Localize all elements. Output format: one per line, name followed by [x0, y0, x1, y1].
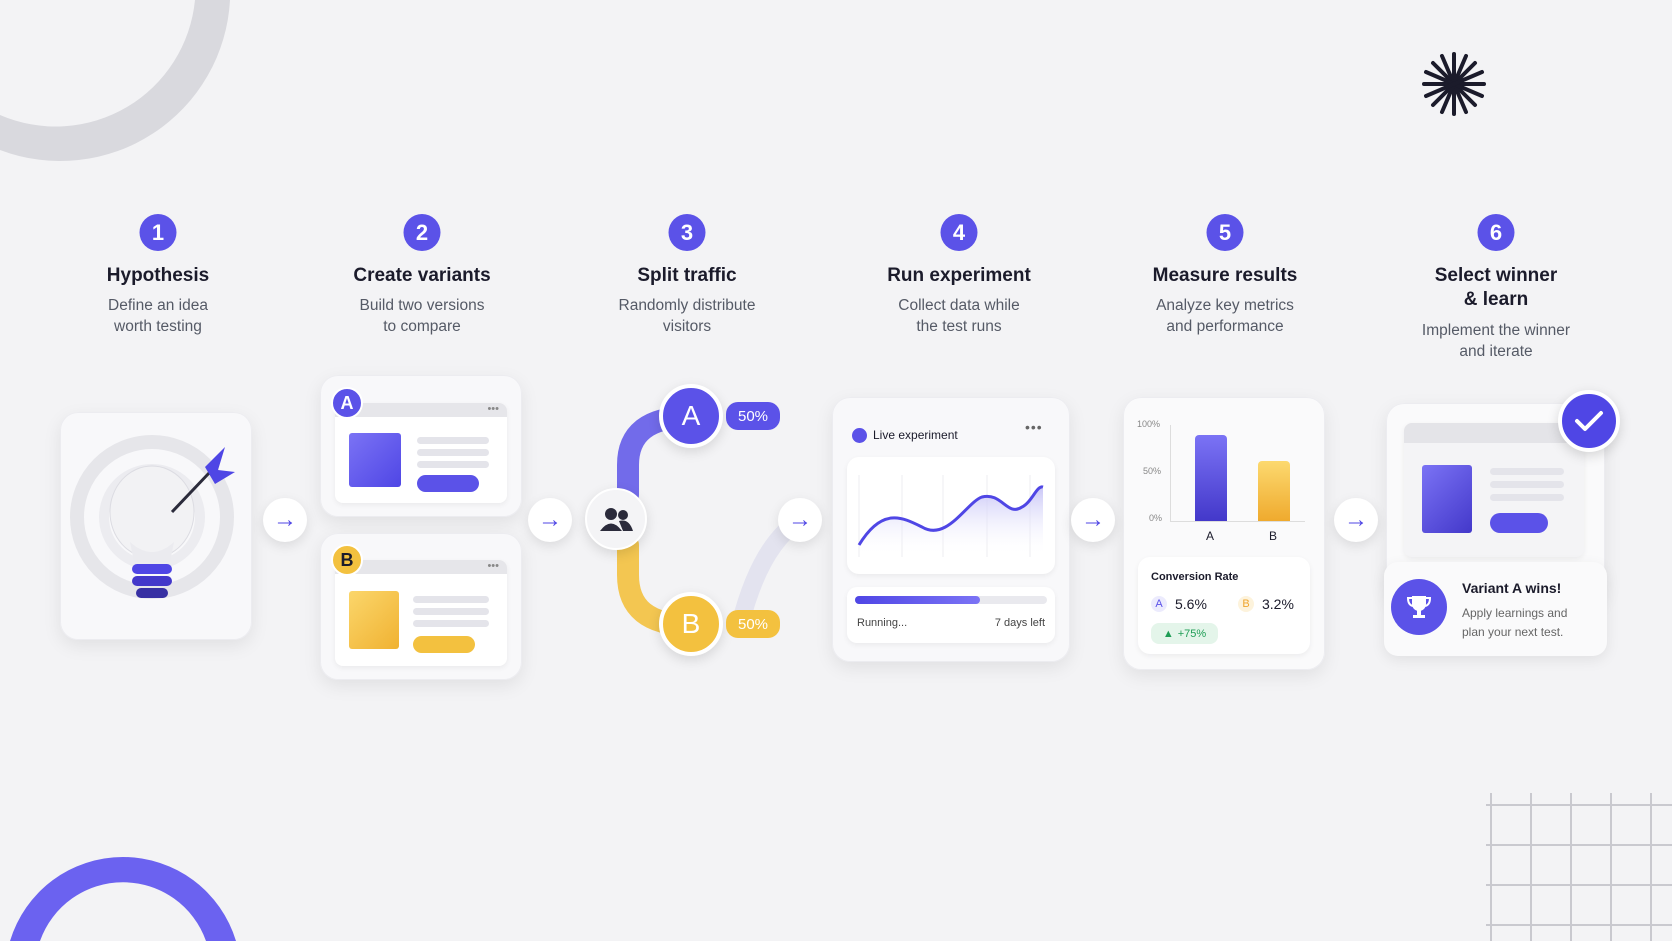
text-line — [413, 620, 489, 627]
step-title: Split traffic — [637, 265, 737, 286]
variant-a-mockup: ••• — [335, 403, 507, 503]
bar-b — [1258, 461, 1290, 521]
image-placeholder — [1422, 465, 1472, 533]
checkmark-icon — [1558, 390, 1620, 452]
step-desc: Randomly distribute visitors — [618, 297, 756, 335]
image-placeholder — [349, 591, 399, 649]
split-a-node: A — [659, 384, 723, 448]
split-a-percent: 50% — [726, 402, 780, 430]
more-icon: ••• — [335, 403, 507, 417]
text-line — [413, 596, 489, 603]
image-placeholder — [349, 433, 401, 487]
y-tick: 100% — [1137, 419, 1161, 429]
winner-panel: Variant A wins! Apply learnings and plan … — [1384, 562, 1607, 656]
step-title: Hypothesis — [106, 265, 210, 286]
button-placeholder — [413, 636, 475, 653]
variant-a-card: ••• A — [320, 375, 522, 517]
winner-title: Variant A wins! — [1462, 580, 1562, 596]
step-number: 1 — [139, 214, 177, 251]
x-axis — [1170, 521, 1305, 522]
trophy-icon — [1391, 579, 1447, 635]
status-text: Running... — [857, 617, 908, 629]
text-line — [413, 608, 489, 615]
variant-b-card: ••• B — [320, 533, 522, 680]
conversion-title: Conversion Rate — [1151, 571, 1239, 583]
x-label-a: A — [1206, 529, 1215, 543]
step-desc: Implement the winner and iterate — [1421, 322, 1571, 360]
step-desc: Analyze key metrics and performance — [1156, 297, 1294, 335]
progress-fill — [855, 596, 980, 604]
conversion-panel: Conversion Rate A 5.6% B 3.2% ▲ +75% — [1138, 557, 1310, 654]
arrow-right-icon: → — [778, 498, 822, 542]
text-line — [1490, 481, 1564, 488]
step-number: 5 — [1206, 214, 1244, 251]
y-tick: 0% — [1149, 513, 1163, 523]
winner-desc: Apply learnings and plan your next test. — [1462, 606, 1568, 639]
step-desc: Build two versions to compare — [359, 297, 485, 335]
step-number: 2 — [403, 214, 441, 251]
text-line — [417, 437, 489, 444]
lift-badge: ▲ +75% — [1151, 623, 1218, 644]
bar-a — [1195, 434, 1227, 521]
arrow-right-icon: → — [1071, 498, 1115, 542]
live-indicator-icon — [852, 428, 867, 443]
text-line — [417, 461, 489, 468]
lightbulb-target-icon — [70, 435, 235, 599]
y-tick: 50% — [1143, 466, 1162, 476]
split-b-node: B — [659, 592, 723, 656]
results-card: 100% 50% 0% A B Conversion Rate A 5.6% B… — [1123, 397, 1325, 670]
arrow-right-icon: → — [528, 498, 572, 542]
step-desc: Collect data while the test runs — [898, 297, 1020, 335]
decorative-arc-purple — [10, 856, 236, 941]
decorative-grid — [1486, 793, 1672, 941]
variant-b-badge: B — [1238, 596, 1254, 612]
variant-a-rate: 5.6% — [1175, 596, 1207, 612]
button-placeholder — [417, 475, 479, 492]
step-number: 4 — [940, 214, 978, 251]
text-line — [1490, 468, 1564, 475]
button-placeholder — [1490, 513, 1548, 533]
text-line — [417, 449, 489, 456]
line-chart — [847, 457, 1055, 574]
trend-up-icon: ▲ — [1162, 627, 1174, 640]
y-axis — [1170, 425, 1171, 521]
more-options-icon[interactable]: ••• — [1025, 419, 1043, 435]
step-title: Select winner & learn — [1434, 265, 1558, 310]
step-number: 3 — [668, 214, 706, 251]
x-label-b: B — [1269, 529, 1278, 543]
variant-b-rate: 3.2% — [1262, 596, 1294, 612]
variant-a-badge: A — [1151, 596, 1167, 612]
variant-b-badge: B — [331, 544, 363, 576]
winner-mockup — [1404, 423, 1584, 557]
variant-a-badge: A — [331, 387, 363, 419]
remaining-text: 7 days left — [994, 617, 1045, 629]
asterisk-logo-icon — [1422, 52, 1486, 116]
split-b-percent: 50% — [726, 610, 780, 638]
arrow-right-icon: → — [1334, 498, 1378, 542]
experiment-card: Live experiment ••• Running... 7 days le… — [832, 397, 1070, 662]
more-icon: ••• — [335, 560, 507, 574]
progress-panel: Running... 7 days left — [847, 587, 1055, 643]
step-desc: Define an idea worth testing — [108, 297, 208, 335]
visitors-icon — [585, 488, 647, 550]
step-number: 6 — [1477, 214, 1515, 251]
step-title: Run experiment — [887, 265, 1031, 286]
decorative-arc-gray — [0, 0, 230, 162]
progress-track — [855, 596, 1047, 604]
text-line — [1490, 494, 1564, 501]
variant-b-mockup: ••• — [335, 560, 507, 666]
step-title: Measure results — [1152, 265, 1298, 286]
arrow-right-icon: → — [263, 498, 307, 542]
step-title: Create variants — [353, 265, 491, 286]
hypothesis-card — [60, 412, 252, 640]
experiment-label: Live experiment — [873, 428, 958, 442]
